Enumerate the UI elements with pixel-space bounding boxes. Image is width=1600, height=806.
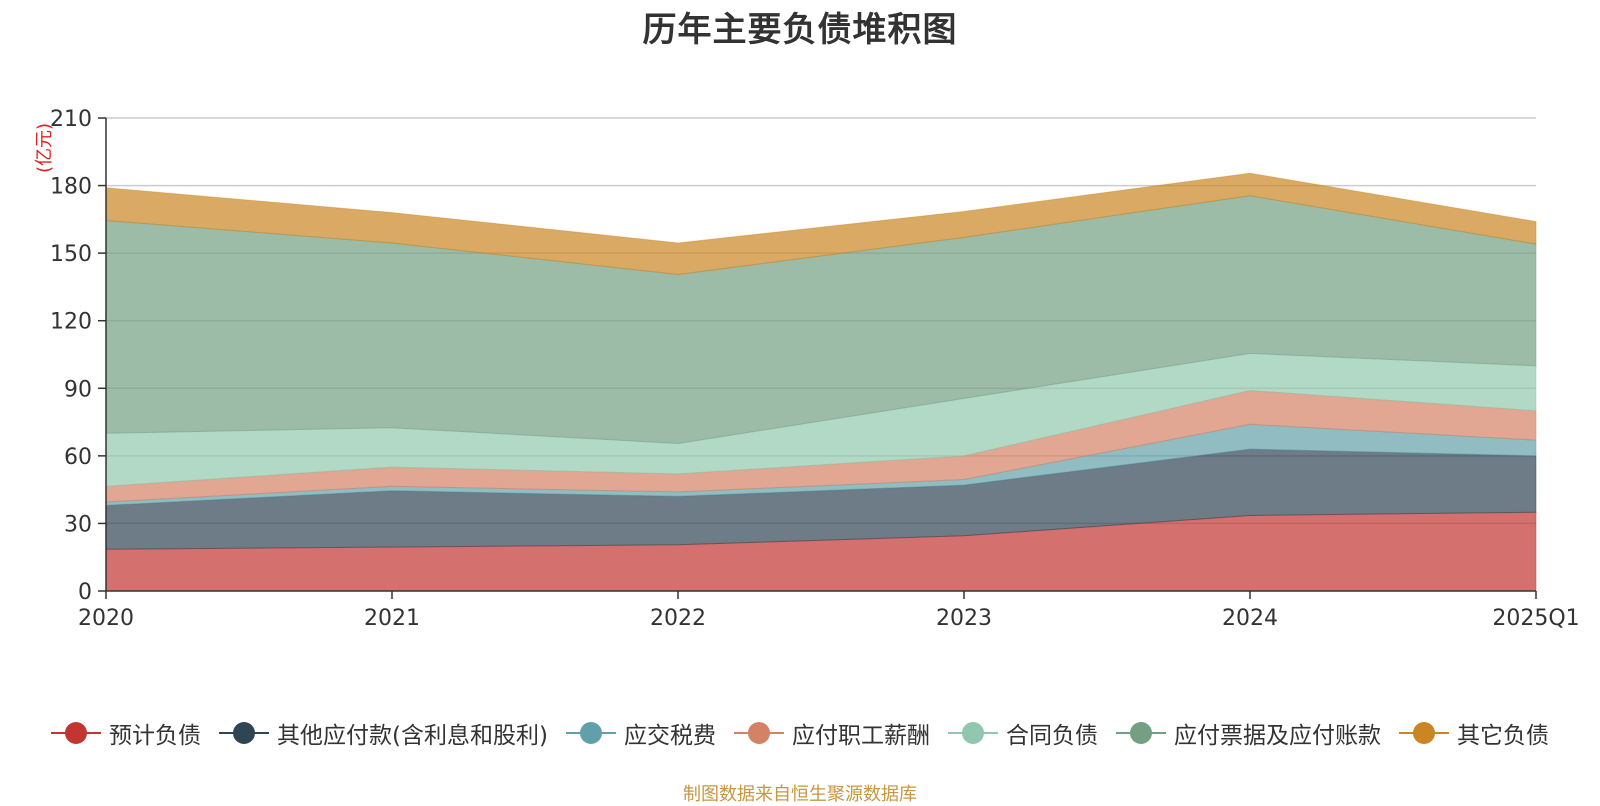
y-tick-label: 210 <box>50 107 92 132</box>
axes <box>105 118 1536 592</box>
y-tick-label: 60 <box>64 445 92 470</box>
y-tick-label: 30 <box>64 512 92 537</box>
y-tick-label: 120 <box>50 310 92 335</box>
legend-item[interactable]: 合同负债 <box>947 716 1098 750</box>
legend-label: 预计负债 <box>109 723 202 749</box>
legend-marker-icon <box>1115 721 1166 745</box>
legend-marker-icon <box>733 721 784 745</box>
y-tick-label: 150 <box>50 242 92 267</box>
legend-item[interactable]: 应付票据及应付账款 <box>1115 716 1381 750</box>
x-tick-label: 2025Q1 <box>1492 606 1579 631</box>
legend-label: 应交税费 <box>623 723 716 749</box>
legend-marker-icon <box>219 721 270 745</box>
legend: 预计负债 其他应付款(含利息和股利) 应交税费 应付职工薪酬 合同负债 应付票据及应付账款… <box>0 716 1600 750</box>
x-axis-ticks: 2020 2021 2022 2023 2024 2025Q1 <box>78 591 1580 631</box>
x-tick-label: 2020 <box>78 606 134 631</box>
legend-marker-icon <box>565 721 616 745</box>
legend-marker-icon <box>51 721 102 745</box>
y-tick-label: 180 <box>50 175 92 200</box>
stacked-areas <box>105 172 1537 592</box>
legend-marker-icon <box>1398 721 1449 745</box>
x-tick-label: 2022 <box>650 606 706 631</box>
x-tick-label: 2024 <box>1222 606 1278 631</box>
y-tick-label: 90 <box>64 377 92 402</box>
legend-label: 其他应付款(含利息和股利) <box>277 723 548 749</box>
legend-item[interactable]: 应交税费 <box>565 716 716 750</box>
area-series[interactable] <box>105 172 1537 276</box>
source-note: 制图数据来自恒生聚源数据库 <box>683 784 917 805</box>
y-tick-label: 0 <box>78 580 92 605</box>
legend-label: 应付票据及应付账款 <box>1173 723 1381 749</box>
legend-label: 合同负债 <box>1005 723 1098 749</box>
legend-marker-icon <box>947 721 998 745</box>
x-tick-label: 2021 <box>364 606 420 631</box>
legend-label: 应付职工薪酬 <box>791 723 930 749</box>
legend-item[interactable]: 应付职工薪酬 <box>733 716 930 750</box>
x-tick-label: 2023 <box>936 606 992 631</box>
legend-item[interactable]: 预计负债 <box>51 716 201 750</box>
y-axis-ticks: 0 30 60 90 120 150 180 210 <box>50 107 106 605</box>
legend-label: 其它负债 <box>1456 723 1549 749</box>
legend-item[interactable]: 其他应付款(含利息和股利) <box>219 716 548 750</box>
chart-title: 历年主要负债堆积图 <box>642 10 958 50</box>
legend-item[interactable]: 其它负债 <box>1398 716 1549 750</box>
y-axis-label: (亿元) <box>34 123 55 173</box>
